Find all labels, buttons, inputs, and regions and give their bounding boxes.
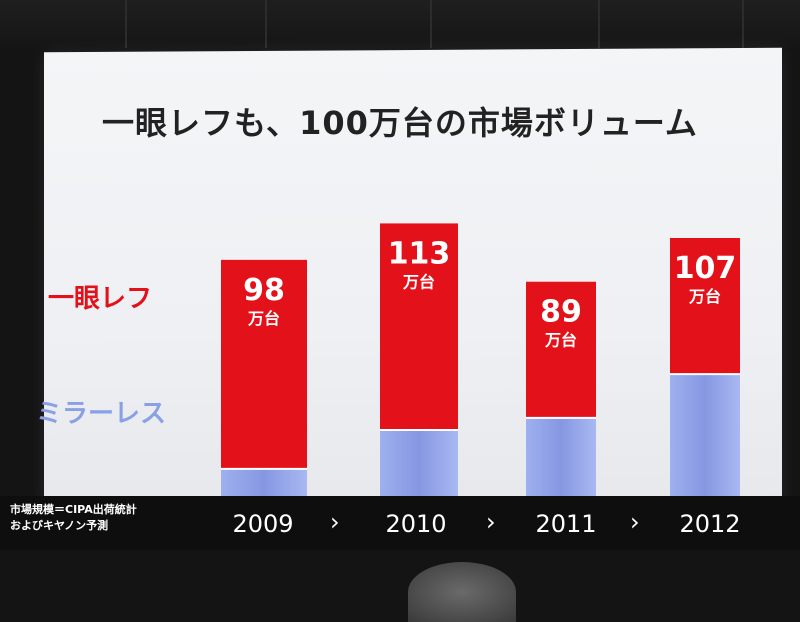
legend-dslr: 一眼レフ	[48, 284, 153, 314]
bottom-band	[0, 496, 800, 550]
legend-mirrorless: ミラーレス	[36, 399, 167, 429]
presenter-head	[408, 562, 516, 622]
x-tick-2012: 2012	[679, 510, 741, 538]
bar-mirrorless-2009	[221, 468, 307, 498]
x-tick-2009: 2009	[232, 510, 294, 538]
source-footnote: 市場規模＝CIPA出荷統計 およびキヤノン予測	[10, 502, 137, 534]
unit-label-2009: 万台	[247, 309, 280, 328]
data-label-2009: 98	[243, 273, 285, 308]
ceiling-panel	[0, 0, 800, 48]
x-tick-2010: 2010	[385, 510, 447, 538]
data-label-2010: 113	[388, 236, 451, 271]
bar-mirrorless-2011	[526, 417, 596, 498]
x-tick-2011: 2011	[535, 510, 597, 538]
footnote-line-1: 市場規模＝CIPA出荷統計	[10, 503, 137, 516]
data-label-2011: 89	[540, 295, 582, 330]
bar-dslr-2012	[670, 238, 740, 375]
unit-label-2010: 万台	[402, 272, 435, 291]
bar-mirrorless-2010	[380, 429, 458, 498]
bar-dslr-2010	[380, 223, 458, 430]
unit-label-2011: 万台	[544, 331, 577, 350]
bar-dslr-2009	[221, 259, 307, 469]
unit-label-2012: 万台	[688, 287, 721, 306]
chart-title: 一眼レフも、100万台の市場ボリューム	[102, 104, 698, 142]
data-label-2012: 107	[674, 251, 737, 286]
chevron-right-icon: ›	[630, 508, 640, 536]
footnote-line-2: およびキヤノン予測	[10, 519, 109, 532]
chevron-right-icon: ›	[330, 508, 340, 536]
chevron-right-icon: ›	[486, 508, 496, 536]
bar-dslr-2011	[526, 281, 596, 418]
bar-mirrorless-2012	[670, 374, 740, 498]
